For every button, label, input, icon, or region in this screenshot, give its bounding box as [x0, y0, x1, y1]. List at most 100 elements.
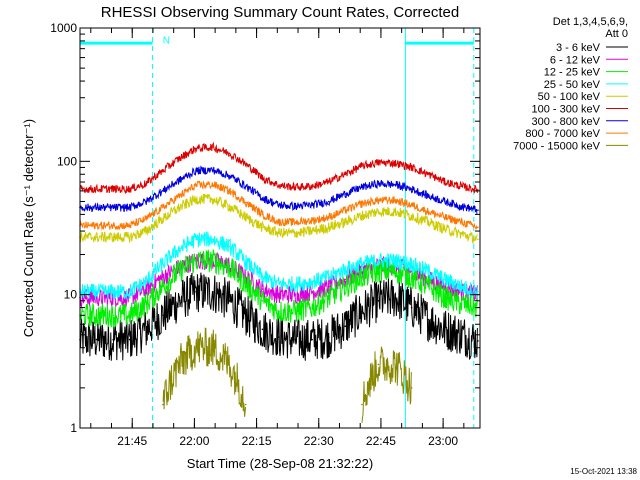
series-1-point	[228, 300, 230, 302]
series-3-point	[410, 276, 413, 279]
series-5-point	[195, 198, 197, 200]
series-6-point	[211, 146, 214, 148]
series-1-point	[245, 314, 247, 317]
series-3-point	[162, 285, 164, 288]
series-5-point	[477, 238, 479, 241]
x-axis-label: Start Time (28-Sep-08 21:32:22)	[187, 456, 373, 471]
series-5-point	[444, 228, 446, 230]
series-8-point	[444, 216, 446, 219]
series-1-point	[427, 318, 430, 321]
legend-label-6: 100 - 300 keV	[532, 104, 601, 116]
series-5-point	[410, 215, 413, 217]
series-8-point	[145, 218, 148, 220]
series-4-point	[245, 261, 247, 264]
series-9-point	[228, 363, 230, 366]
series-8-point	[361, 203, 363, 205]
series-8-point	[394, 199, 396, 202]
series-6-point	[377, 161, 380, 164]
x-tick-label: 22:15	[242, 434, 272, 448]
series-4-point	[278, 283, 280, 285]
series-5-point	[261, 226, 264, 229]
series-1-point	[410, 306, 413, 309]
series-3-point	[195, 259, 197, 262]
series-6-point	[394, 162, 396, 164]
series-5-point	[394, 210, 396, 213]
series-3-trace	[79, 248, 478, 328]
series-9-trace	[162, 327, 412, 423]
series-3-point	[228, 266, 230, 269]
legend-label-5: 50 - 100 keV	[538, 91, 601, 103]
series-7-point	[410, 188, 413, 190]
series-2-point	[162, 276, 164, 279]
series-9-point	[377, 363, 380, 366]
series-6-point	[460, 185, 463, 188]
series-6-point	[261, 177, 264, 179]
series-5-point	[361, 215, 363, 217]
series-7-point	[211, 169, 214, 171]
series-1-point	[311, 338, 313, 341]
series-4-point	[178, 248, 181, 250]
series-8-point	[162, 206, 164, 209]
series-8-point	[344, 209, 347, 211]
series-4-point	[211, 238, 214, 241]
series-8-point	[211, 183, 214, 186]
series-5-point	[245, 216, 247, 219]
series-8-point	[427, 210, 430, 213]
series-7-point	[228, 174, 230, 177]
series-1-point	[294, 338, 297, 341]
series-2-point	[294, 293, 297, 296]
series-2-point	[95, 296, 98, 299]
series-9-point	[195, 346, 197, 349]
series-4-point	[261, 276, 264, 279]
series-9-group	[162, 327, 413, 423]
series-7-point	[344, 193, 347, 195]
series-3-point	[294, 310, 297, 313]
series-4-point	[128, 291, 131, 293]
series-8-point	[311, 219, 313, 222]
series-2-point	[145, 288, 148, 290]
series-9-point	[178, 363, 181, 366]
series-8-point	[128, 224, 131, 227]
series-1-point	[162, 314, 164, 317]
series-8-point	[228, 190, 230, 192]
series-7-point	[245, 185, 247, 188]
series-8-point	[112, 224, 114, 227]
series-6-point	[95, 188, 98, 190]
series-6-point	[294, 186, 297, 188]
series-7-point	[477, 209, 479, 211]
series-1-point	[211, 291, 214, 293]
series-4-point	[377, 259, 380, 262]
series-5-point	[427, 221, 430, 223]
series-9-point	[245, 403, 247, 406]
legend-label-4: 25 - 50 keV	[544, 79, 601, 91]
series-5-point	[112, 236, 114, 238]
series-3-point	[344, 285, 347, 288]
series-6-point	[178, 157, 181, 160]
series-1-point	[278, 336, 280, 339]
series-9-point	[394, 363, 396, 366]
series-6-point	[112, 188, 114, 190]
series-6-point	[195, 147, 197, 150]
series-4-point	[327, 276, 330, 279]
series-6-point	[327, 181, 330, 183]
series-4-point	[460, 285, 463, 288]
series-1-point	[195, 291, 197, 293]
legend-header-line-2: Att 0	[605, 28, 628, 40]
series-6-point	[311, 185, 313, 188]
series-4-point	[394, 259, 396, 262]
series-8-point	[477, 226, 479, 229]
series-5-point	[211, 198, 214, 200]
series-3-point	[394, 270, 396, 273]
series-5-point	[128, 236, 131, 238]
series-6-point	[128, 188, 131, 190]
series-7-point	[178, 179, 181, 182]
series-6-point	[228, 152, 230, 154]
series-4-point	[311, 280, 313, 283]
series-3-point	[427, 285, 430, 288]
series-1-point	[361, 310, 363, 313]
series-4-point	[410, 263, 413, 265]
series-2-point	[261, 288, 264, 290]
series-7-point	[311, 204, 313, 206]
series-5-point	[162, 218, 164, 220]
